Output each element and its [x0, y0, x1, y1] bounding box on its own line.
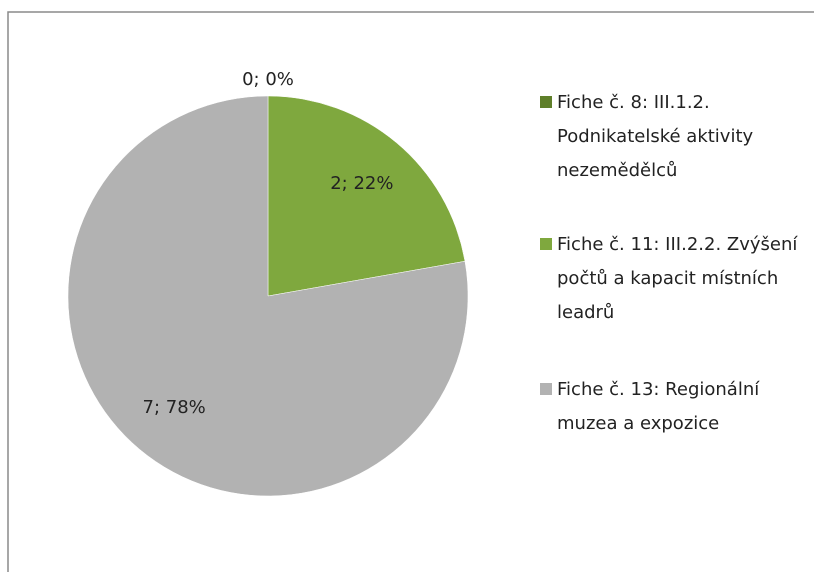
- legend-entry: Fiche č. 11: III.2.2. Zvýšení počtů a ka…: [540, 228, 808, 330]
- legend-swatch: [540, 96, 552, 108]
- legend-label: Fiche č. 11: III.2.2. Zvýšení počtů a ka…: [557, 234, 798, 323]
- data-label: 7; 78%: [143, 397, 206, 418]
- legend-entry: Fiche č. 13: Regionální muzea a expozice: [540, 373, 808, 441]
- data-label: 0; 0%: [242, 69, 294, 90]
- legend-swatch: [540, 238, 552, 250]
- legend-entry: Fiche č. 8: III.1.2. Podnikatelské aktiv…: [540, 86, 808, 188]
- pie-slice: [267, 95, 466, 297]
- legend-swatch: [540, 383, 552, 395]
- data-label: 2; 22%: [330, 173, 393, 194]
- legend-label: Fiche č. 13: Regionální muzea a expozice: [557, 379, 760, 434]
- frame: [7, 11, 814, 572]
- pie-slice: [67, 95, 469, 497]
- legend-label: Fiche č. 8: III.1.2. Podnikatelské aktiv…: [557, 92, 754, 181]
